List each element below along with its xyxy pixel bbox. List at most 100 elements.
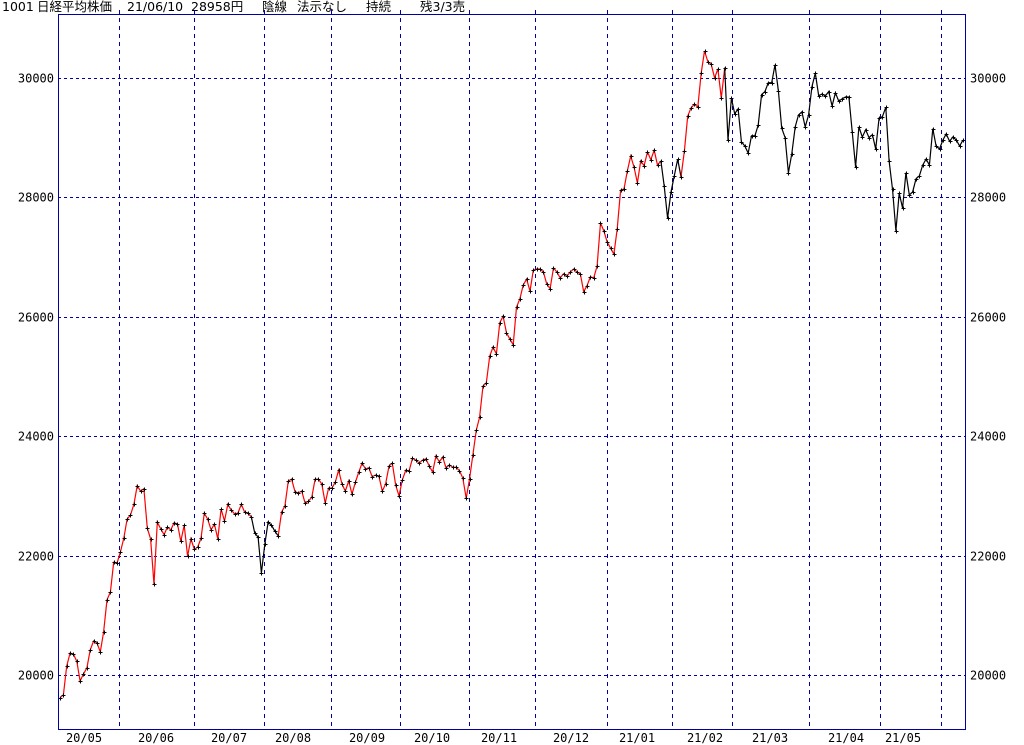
data-point <box>159 527 164 532</box>
data-point <box>884 105 889 110</box>
y-axis-ticks: 20000 20000 22000 22000 24000 24000 26000 26000… <box>18 72 1006 683</box>
data-point <box>169 528 174 533</box>
data-point <box>112 560 117 565</box>
data-point <box>713 76 718 81</box>
data-point <box>222 519 227 524</box>
data-point <box>186 554 191 559</box>
data-point <box>209 528 214 533</box>
data-point <box>149 537 154 542</box>
data-point <box>830 104 835 109</box>
data-point <box>592 276 597 281</box>
data-point <box>478 415 483 420</box>
data-point <box>68 651 73 656</box>
data-point <box>61 693 66 698</box>
data-point <box>192 547 197 552</box>
data-point <box>954 138 959 143</box>
data-point <box>256 535 261 540</box>
data-point <box>175 522 180 527</box>
x-tick-label: 20/07 <box>211 731 247 745</box>
data-point <box>340 482 345 487</box>
data-point <box>790 152 795 157</box>
position-remaining: 残3/3売 <box>420 0 466 14</box>
data-point <box>813 71 818 76</box>
data-point <box>370 475 375 480</box>
x-tick-label: 21/01 <box>619 731 655 745</box>
data-point <box>706 60 711 65</box>
data-point <box>797 113 802 118</box>
data-point <box>588 275 593 280</box>
data-point <box>756 123 761 128</box>
data-point <box>528 289 533 294</box>
data-point <box>316 477 321 482</box>
price-series <box>59 50 964 699</box>
data-point <box>306 499 311 504</box>
data-point <box>541 270 546 275</box>
data-point <box>565 274 570 279</box>
data-point <box>803 125 808 130</box>
data-point <box>726 138 731 143</box>
data-point <box>182 523 187 528</box>
data-point <box>81 672 86 677</box>
data-point <box>760 93 765 98</box>
data-point <box>642 164 647 169</box>
data-point <box>216 537 221 542</box>
data-point <box>128 513 133 518</box>
data-point <box>58 696 63 701</box>
data-point <box>414 458 419 463</box>
data-point <box>525 277 530 282</box>
data-point <box>840 97 845 102</box>
data-point <box>226 502 231 507</box>
display-status: 法示なし <box>297 0 348 14</box>
data-point <box>847 95 852 100</box>
data-point <box>293 490 298 495</box>
data-point <box>934 144 939 149</box>
data-point <box>437 460 442 465</box>
data-point <box>948 139 953 144</box>
data-point <box>807 113 812 118</box>
data-point <box>508 337 513 342</box>
data-point <box>377 474 382 479</box>
data-point <box>421 458 426 463</box>
data-point <box>397 494 402 499</box>
data-point <box>696 105 701 110</box>
data-point <box>155 520 160 525</box>
data-point <box>864 128 869 133</box>
y-tick-label-right: 30000 <box>970 72 1006 86</box>
data-point <box>958 144 963 149</box>
data-point <box>357 470 362 475</box>
data-point <box>276 534 281 539</box>
data-point <box>907 193 912 198</box>
data-point <box>434 454 439 459</box>
data-point <box>736 107 741 112</box>
data-point <box>518 297 523 302</box>
data-point <box>632 165 637 170</box>
data-point <box>595 264 600 269</box>
data-point <box>457 469 462 474</box>
x-tick-label: 21/05 <box>885 731 921 745</box>
data-point <box>850 130 855 135</box>
data-point <box>669 190 674 195</box>
data-point <box>353 480 358 485</box>
series-line-segment <box>59 484 252 699</box>
data-point <box>105 598 110 603</box>
data-point <box>85 666 90 671</box>
data-point <box>92 639 97 644</box>
data-point <box>498 321 503 326</box>
data-point <box>363 467 368 472</box>
data-point <box>776 89 781 94</box>
data-point <box>286 479 291 484</box>
data-point <box>474 428 479 433</box>
data-point <box>810 85 815 90</box>
data-point <box>142 487 147 492</box>
data-point <box>323 501 328 506</box>
data-point <box>343 489 348 494</box>
data-point <box>739 140 744 145</box>
x-tick-label: 21/02 <box>687 731 723 745</box>
data-point <box>931 127 936 132</box>
data-point <box>867 136 872 141</box>
data-point <box>263 542 268 547</box>
data-point <box>162 533 167 538</box>
data-point <box>387 464 392 469</box>
data-point <box>95 641 100 646</box>
data-point <box>870 133 875 138</box>
